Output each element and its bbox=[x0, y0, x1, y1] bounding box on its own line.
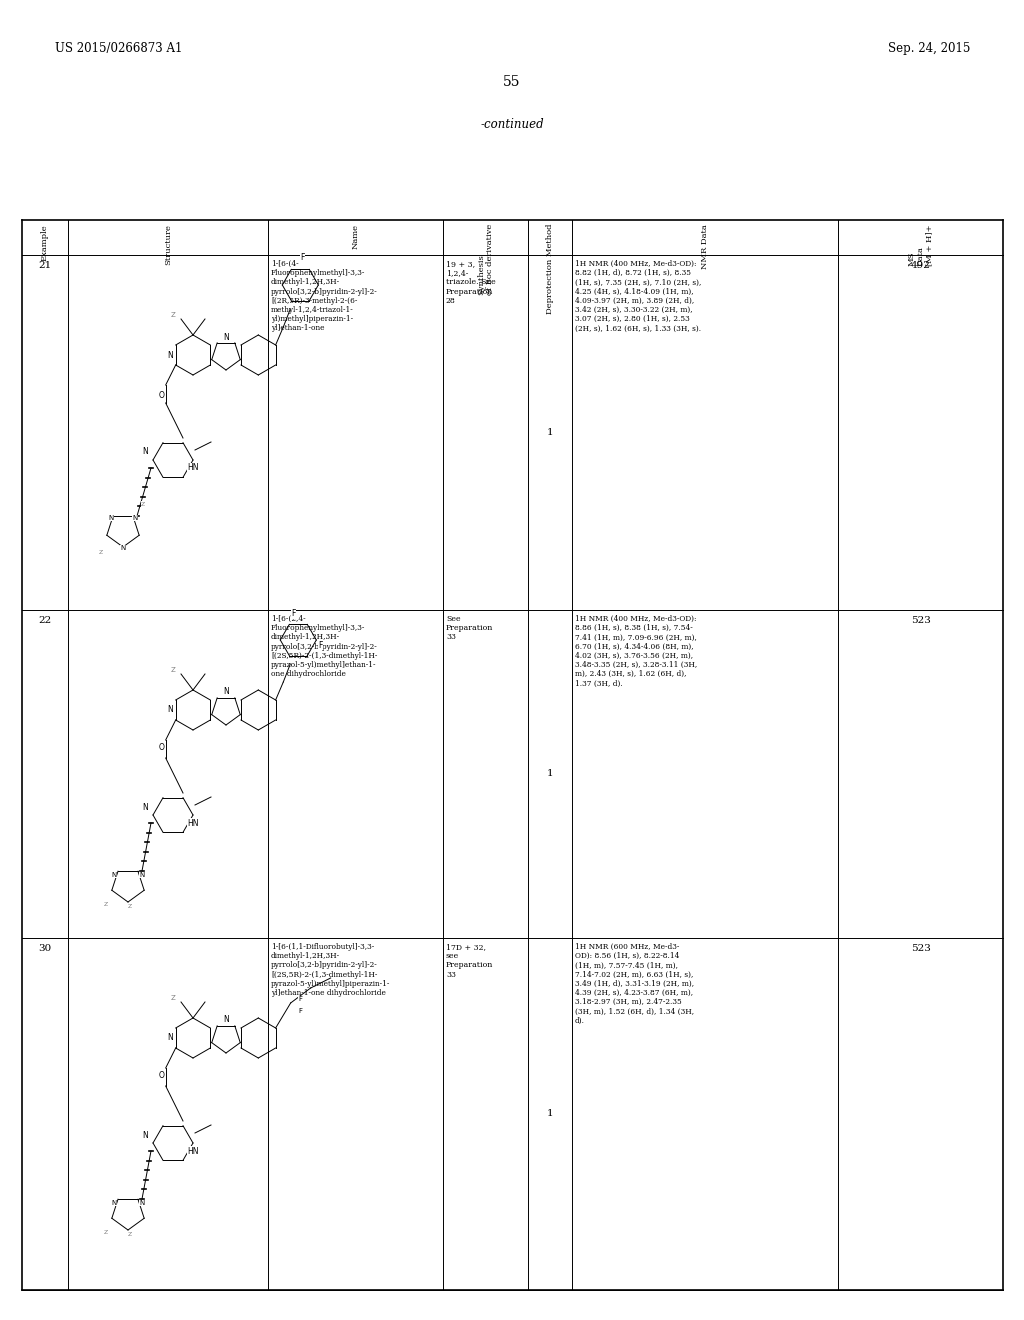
Text: N: N bbox=[132, 515, 137, 521]
Text: Z: Z bbox=[128, 904, 132, 909]
Text: N: N bbox=[223, 688, 229, 697]
Text: Z: Z bbox=[99, 549, 103, 554]
Text: F: F bbox=[318, 640, 323, 649]
Text: 492: 492 bbox=[910, 261, 931, 271]
Text: 1-[6-(1,1-Difluorobutyl]-3,3-
dimethyl-1,2H,3H-
pyrrolo[3,2-b]pyridin-2-yl]-2-
[: 1-[6-(1,1-Difluorobutyl]-3,3- dimethyl-1… bbox=[271, 942, 390, 997]
Text: 1: 1 bbox=[547, 428, 553, 437]
Text: Example: Example bbox=[41, 224, 49, 260]
Text: Z: Z bbox=[141, 502, 145, 507]
Text: N: N bbox=[223, 333, 229, 342]
Text: F: F bbox=[291, 610, 296, 619]
Text: Z: Z bbox=[171, 995, 175, 1001]
Text: O: O bbox=[159, 1072, 165, 1081]
Text: HN: HN bbox=[187, 1147, 199, 1155]
Text: N: N bbox=[167, 1034, 173, 1043]
Text: 1H NMR (400 MHz, Me-d3-OD):
8.86 (1H, s), 8.38 (1H, s), 7.54-
7.41 (1H, m), 7.09: 1H NMR (400 MHz, Me-d3-OD): 8.86 (1H, s)… bbox=[575, 615, 697, 688]
Text: US 2015/0266873 A1: US 2015/0266873 A1 bbox=[55, 42, 182, 55]
Text: 22: 22 bbox=[38, 616, 51, 624]
Text: NMR Data: NMR Data bbox=[701, 224, 709, 269]
Text: N: N bbox=[109, 515, 114, 521]
Text: N: N bbox=[112, 1200, 117, 1206]
Text: 19 + 3,
1,2,4-
triazole. See
Preparation
28: 19 + 3, 1,2,4- triazole. See Preparation… bbox=[446, 260, 496, 305]
Text: Z: Z bbox=[103, 1230, 109, 1236]
Text: Sep. 24, 2015: Sep. 24, 2015 bbox=[888, 42, 970, 55]
Text: Deprotection Method: Deprotection Method bbox=[546, 224, 554, 314]
Text: 1H NMR (600 MHz, Me-d3-
OD): 8.56 (1H, s), 8.22-8.14
(1H, m), 7.57-7.45 (1H, m),: 1H NMR (600 MHz, Me-d3- OD): 8.56 (1H, s… bbox=[575, 942, 694, 1024]
Text: 523: 523 bbox=[910, 616, 931, 624]
Text: Z: Z bbox=[171, 312, 175, 318]
Text: 1: 1 bbox=[547, 770, 553, 779]
Text: HN: HN bbox=[187, 818, 199, 828]
Text: 21: 21 bbox=[38, 261, 51, 271]
Text: N: N bbox=[112, 873, 117, 878]
Text: F: F bbox=[300, 252, 304, 261]
Text: N: N bbox=[167, 705, 173, 714]
Text: 523: 523 bbox=[910, 944, 931, 953]
Text: N: N bbox=[142, 1130, 147, 1139]
Text: N: N bbox=[142, 803, 147, 812]
Text: N: N bbox=[167, 351, 173, 359]
Text: -continued: -continued bbox=[480, 117, 544, 131]
Text: N: N bbox=[142, 447, 147, 457]
Text: Z: Z bbox=[128, 1233, 132, 1238]
Text: MS
Data
[M + H]+: MS Data [M + H]+ bbox=[907, 224, 934, 265]
Text: Z: Z bbox=[171, 667, 175, 673]
Text: O: O bbox=[159, 743, 165, 752]
Text: 1: 1 bbox=[547, 1110, 553, 1118]
Text: Name: Name bbox=[351, 224, 359, 249]
Text: Structure: Structure bbox=[164, 224, 172, 265]
Text: O: O bbox=[159, 391, 165, 400]
Text: 1-[6-(2,4-
Fluorophenylmethyl]-3,3-
dimethyl-1,2H,3H-
pyrrolo[3,2-b]pyridin-2-yl: 1-[6-(2,4- Fluorophenylmethyl]-3,3- dime… bbox=[271, 615, 378, 678]
Text: N: N bbox=[223, 1015, 229, 1024]
Text: N: N bbox=[139, 1200, 144, 1206]
Text: 1H NMR (400 MHz, Me-d3-OD):
8.82 (1H, d), 8.72 (1H, s), 8.35
(1H, s), 7.35 (2H, : 1H NMR (400 MHz, Me-d3-OD): 8.82 (1H, d)… bbox=[575, 260, 701, 333]
Text: F: F bbox=[299, 997, 303, 1002]
Text: See
Preparation
33: See Preparation 33 bbox=[446, 615, 494, 642]
Text: N: N bbox=[121, 545, 126, 550]
Text: Synthesis
of Boc derivative: Synthesis of Boc derivative bbox=[477, 224, 495, 296]
Text: 55: 55 bbox=[503, 75, 521, 88]
Text: 1-[6-(4-
Fluorophenylmethyl]-3,3-
dimethyl-1,2H,3H-
pyrrolo[3,2-b]pyridin-2-yl]-: 1-[6-(4- Fluorophenylmethyl]-3,3- dimeth… bbox=[271, 260, 378, 333]
Text: HN: HN bbox=[187, 463, 199, 473]
Text: F: F bbox=[299, 1008, 303, 1014]
Text: 30: 30 bbox=[38, 944, 51, 953]
Text: 17D + 32,
see
Preparation
33: 17D + 32, see Preparation 33 bbox=[446, 942, 494, 978]
Text: Z: Z bbox=[103, 903, 109, 908]
Text: N: N bbox=[139, 873, 144, 878]
